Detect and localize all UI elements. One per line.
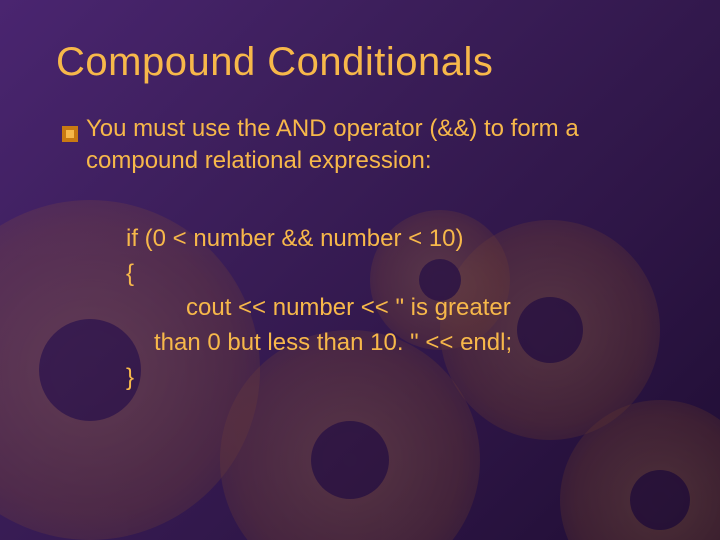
code-line: than 0 but less than 10. " << endl;	[126, 326, 664, 361]
code-line: cout << number << " is greater	[126, 291, 664, 326]
square-bullet-icon	[62, 119, 78, 151]
code-line: if (0 < number && number < 10)	[126, 222, 664, 257]
code-line: {	[126, 257, 664, 292]
code-line: }	[126, 361, 664, 396]
slide-title: Compound Conditionals	[56, 40, 664, 85]
bullet-row: You must use the AND operator (&&) to fo…	[62, 113, 664, 178]
code-block: if (0 < number && number < 10) { cout <<…	[126, 222, 664, 396]
bullet-text: You must use the AND operator (&&) to fo…	[86, 113, 664, 178]
slide-content: Compound Conditionals You must use the A…	[0, 0, 720, 396]
slide: Compound Conditionals You must use the A…	[0, 0, 720, 540]
